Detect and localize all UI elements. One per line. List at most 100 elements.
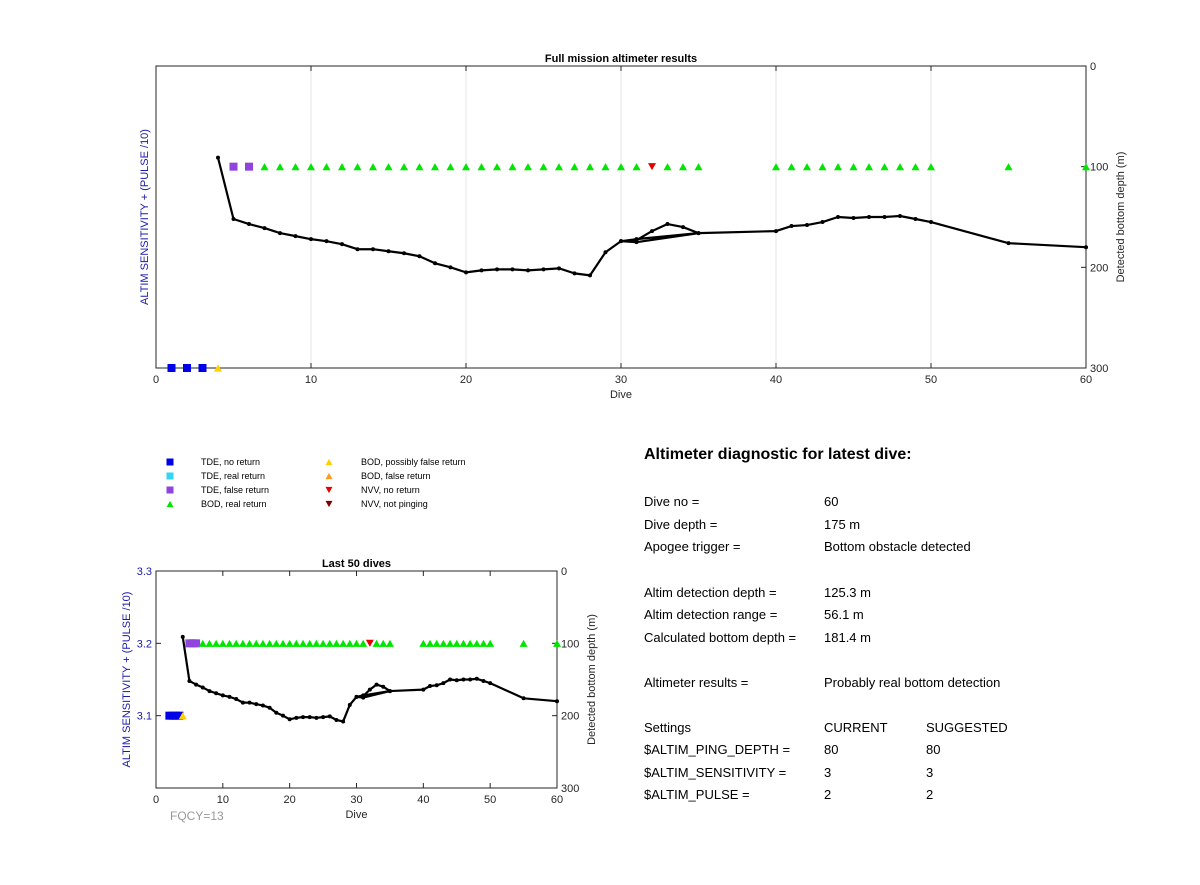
fqcy-note: FQCY=13	[170, 809, 224, 823]
x-tick-label: 10	[305, 374, 317, 386]
marker-bod-real-return	[459, 639, 468, 647]
depth-point	[287, 717, 292, 722]
y-left-axis-label: ALTIM SENSITIVITY + (PULSE /10)	[139, 129, 151, 305]
depth-point	[448, 677, 453, 682]
marker-tde-no-return	[175, 711, 184, 720]
depth-point	[774, 229, 778, 234]
legend-marker	[325, 500, 333, 508]
depth-point	[588, 273, 592, 278]
diag-value: Bottom obstacle detected	[824, 539, 971, 554]
depth-point	[361, 693, 366, 698]
depth-point	[572, 271, 577, 276]
depth-point	[386, 249, 391, 254]
marker-bod-real-return	[338, 163, 346, 171]
marker-bod-real-return	[291, 163, 300, 171]
marker-bod-real-return	[486, 639, 495, 647]
marker-bod-real-return	[663, 163, 672, 171]
depth-point	[851, 216, 856, 221]
marker-bod-real-return	[472, 639, 481, 647]
y-right-axis-label: Detected bottom depth (m)	[586, 614, 598, 745]
depth-point	[789, 224, 794, 229]
depth-point	[309, 237, 313, 242]
diagnostic-heading: Altimeter diagnostic for latest dive:	[644, 446, 912, 463]
depth-point	[254, 702, 259, 707]
y-left-axis-label: ALTIM SENSITIVITY + (PULSE /10)	[121, 592, 133, 768]
marker-bod-real-return	[312, 639, 321, 647]
marker-bod-real-return	[896, 163, 904, 171]
marker-bod-real-return	[524, 163, 532, 171]
x-tick-label: 60	[551, 794, 563, 806]
marker-bod-real-return	[426, 639, 435, 647]
marker-bod-real-return	[446, 163, 455, 171]
marker-nvv-no-return	[365, 639, 374, 647]
marker-bod-real-return	[694, 163, 703, 171]
depth-point	[882, 215, 887, 219]
marker-bod-real-return	[519, 639, 528, 647]
legend-label: TDE, false return	[201, 485, 269, 495]
marker-bod-real-return	[601, 163, 610, 171]
depth-point	[216, 155, 220, 160]
marker-bod-real-return	[285, 639, 294, 647]
depth-point	[521, 696, 526, 701]
depth-point	[681, 225, 685, 230]
marker-bod-real-return	[299, 639, 308, 647]
legend-marker	[166, 500, 174, 508]
y-left-tick-label: 3.3	[137, 566, 152, 578]
marker-bod-real-return	[359, 639, 368, 647]
depth-point	[1084, 245, 1088, 250]
settings-suggested: 2	[926, 787, 934, 802]
marker-bod-real-return	[439, 639, 448, 647]
y-right-tick-label: 300	[561, 783, 579, 795]
marker-bod-real-return	[332, 639, 341, 647]
marker-bod-real-return	[232, 639, 241, 647]
legend-marker	[166, 472, 174, 480]
y-right-tick-label: 200	[1090, 262, 1108, 274]
depth-point	[194, 682, 199, 687]
depth-point	[929, 220, 933, 225]
depth-point	[247, 700, 252, 705]
depth-point	[820, 220, 825, 225]
legend-marker	[325, 486, 333, 494]
depth-point	[293, 234, 298, 239]
settings-current: 3	[824, 765, 832, 780]
marker-bod-real-return	[555, 163, 563, 171]
diag-value: 181.4 m	[824, 630, 871, 645]
depth-point	[354, 694, 359, 699]
marker-bod-real-return	[432, 639, 441, 647]
marker-bod-real-return	[553, 639, 561, 647]
y-right-tick-label: 300	[1090, 363, 1108, 375]
diag-value: 56.1 m	[824, 607, 864, 622]
marker-tde-no-return	[183, 364, 191, 372]
marker-bod-real-return	[586, 163, 594, 171]
settings-header-label: Settings	[644, 720, 691, 735]
marker-tde-no-return	[198, 364, 207, 372]
depth-point	[836, 215, 840, 219]
legend-label: NVV, no return	[361, 485, 420, 495]
depth-line	[216, 157, 1087, 277]
depth-point	[461, 677, 466, 682]
depth-point	[650, 229, 654, 234]
depth-point	[214, 691, 219, 696]
marker-bod-real-return	[225, 639, 234, 647]
y-right-tick-label: 200	[561, 711, 579, 723]
x-tick-label: 30	[350, 794, 362, 806]
depth-point	[355, 247, 360, 252]
depth-point	[603, 250, 608, 255]
x-axis-label: Dive	[610, 389, 632, 401]
marker-bod-real-return	[911, 163, 920, 171]
depth-point	[294, 715, 299, 720]
depth-point	[696, 231, 701, 236]
legend-marker	[166, 458, 174, 466]
depth-point	[634, 237, 639, 242]
legend-label: NVV, not pinging	[361, 499, 428, 509]
y-right-axis-label: Detected bottom depth (m)	[1115, 152, 1127, 283]
depth-point	[334, 718, 339, 723]
marker-bod-real-return	[1004, 163, 1013, 171]
depth-point	[488, 681, 493, 686]
marker-bod-real-return	[276, 163, 284, 171]
marker-bod-real-return	[245, 639, 254, 647]
diag-label: Altim detection depth =	[644, 585, 777, 600]
marker-bod-real-return	[198, 639, 207, 647]
depth-point	[913, 217, 918, 222]
